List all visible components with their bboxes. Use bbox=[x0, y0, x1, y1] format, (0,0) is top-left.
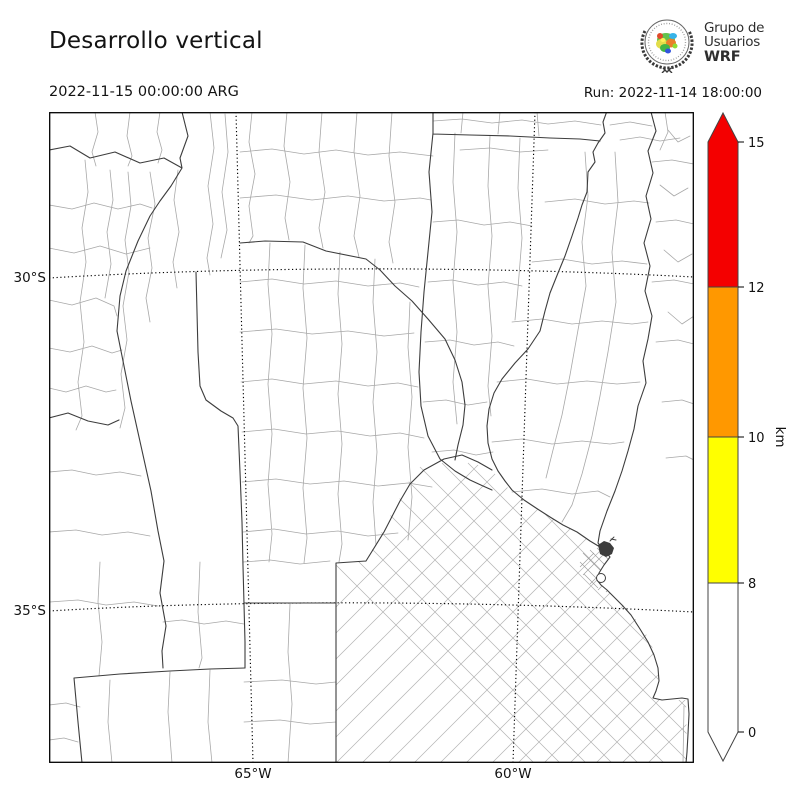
colorbar-segment-orange bbox=[707, 286, 739, 438]
logo-text-line2: Usuarios bbox=[704, 34, 760, 51]
colorbar: 15 12 10 8 0 km bbox=[707, 111, 788, 763]
lat-label-30s: 30°S bbox=[13, 270, 47, 286]
logo-text-line3: WRF bbox=[704, 48, 741, 65]
map-canvas bbox=[49, 112, 694, 763]
colorbar-segment-red bbox=[707, 111, 739, 288]
logo-rainbow-map-blob bbox=[656, 33, 678, 54]
logo-text-line1: Grupo de bbox=[704, 19, 765, 36]
colorbar-segment-yellow bbox=[707, 436, 739, 584]
coastal-bay-outline bbox=[596, 573, 606, 583]
colorbar-ticks: 15 12 10 8 0 bbox=[738, 136, 765, 741]
colorbar-segment-white bbox=[707, 582, 739, 763]
map-frame bbox=[49, 112, 694, 763]
colorbar-tick-0: 0 bbox=[748, 726, 756, 741]
wrf-users-group-logo: Grupo de Usuarios WRF bbox=[638, 12, 798, 74]
colorbar-tick-15: 15 bbox=[748, 136, 765, 151]
colorbar-segments bbox=[707, 111, 739, 763]
run-time-label: Run: 2022-11-14 18:00:00 bbox=[583, 85, 762, 101]
department-boundaries bbox=[49, 112, 694, 763]
lon-label-65w: 65°W bbox=[234, 766, 272, 782]
amba-delta-blob bbox=[598, 541, 614, 557]
lon-label-60w: 60°W bbox=[494, 766, 532, 782]
valid-time-label: 2022-11-15 00:00:00 ARG bbox=[49, 84, 239, 100]
province-boundaries bbox=[49, 112, 690, 763]
colorbar-tick-8: 8 bbox=[748, 577, 756, 592]
colorbar-tick-12: 12 bbox=[748, 281, 765, 296]
wrf-logo-seal-icon bbox=[640, 19, 694, 73]
colorbar-tick-10: 10 bbox=[748, 431, 765, 446]
page-title: Desarrollo vertical bbox=[49, 28, 263, 54]
colorbar-unit-label: km bbox=[772, 427, 788, 448]
lat-label-35s: 35°S bbox=[13, 603, 47, 619]
